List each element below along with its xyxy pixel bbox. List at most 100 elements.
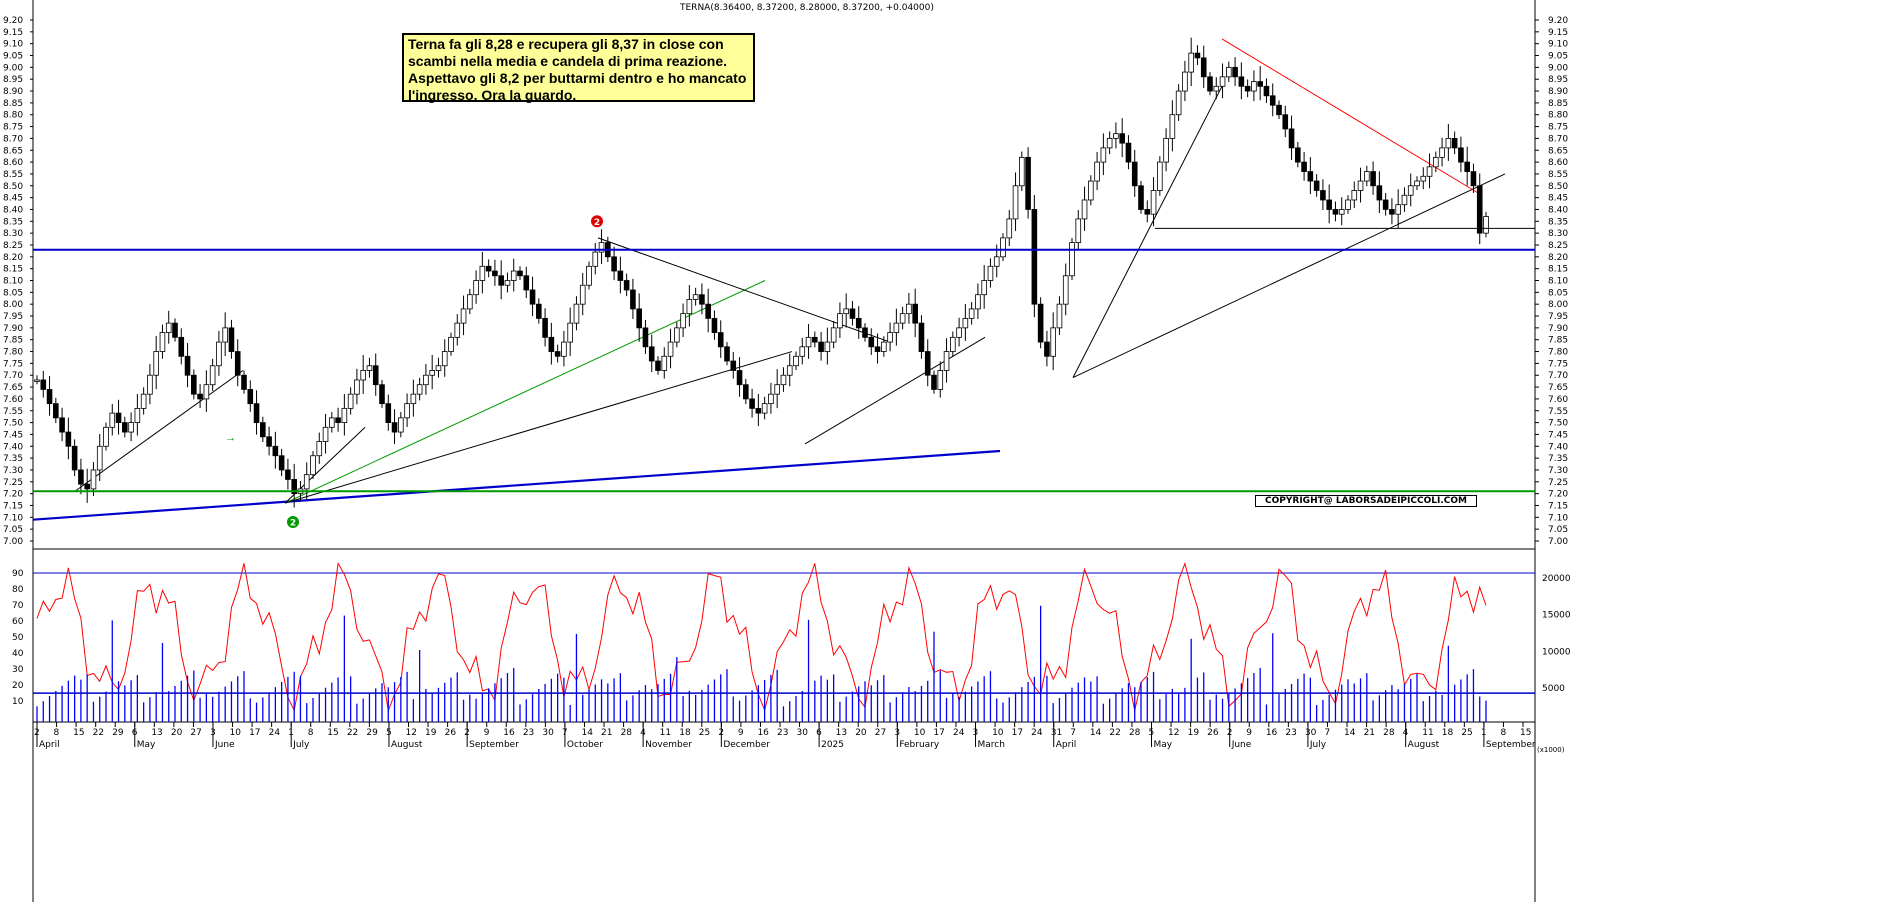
candle-body: [1025, 156, 1031, 210]
osc-tick-label: 10: [12, 697, 24, 707]
candle-body: [128, 422, 134, 433]
candle-body: [423, 374, 429, 386]
day-label: 29: [112, 728, 124, 738]
candle-body: [391, 422, 398, 433]
trendline: [74, 370, 244, 492]
day-label: 13: [151, 728, 162, 738]
day-label: 19: [425, 728, 437, 738]
candle-body: [830, 327, 837, 343]
candle-body: [504, 280, 511, 286]
month-label: July: [292, 740, 310, 750]
marker-circle: [287, 516, 299, 529]
candle-body: [724, 346, 730, 362]
candle-body: [617, 270, 624, 281]
candle-body: [260, 422, 266, 438]
day-label: 14: [1344, 728, 1356, 738]
candle-body: [1182, 71, 1188, 92]
volume-tick-label: 10000: [1542, 647, 1571, 657]
candle-body: [291, 479, 297, 495]
osc-tick-label: 70: [12, 601, 24, 611]
price-tick-marks: [30, 19, 1539, 542]
candle-body: [372, 365, 379, 386]
price-tick-label: 8.80: [1548, 111, 1568, 121]
candle-body: [573, 303, 580, 324]
trendline: [284, 351, 793, 504]
candle-body: [1420, 175, 1427, 182]
candle-body: [467, 294, 473, 310]
price-tick-label: 8.10: [1548, 277, 1568, 287]
price-tick-label: 7.50: [3, 419, 23, 429]
candle-body: [918, 322, 925, 352]
candle-body: [1069, 242, 1075, 277]
candle-body: [454, 322, 461, 338]
month-label: May: [137, 740, 156, 750]
price-tick-label: 7.00: [3, 537, 23, 547]
month-label: November: [645, 740, 692, 750]
price-tick-label: 8.45: [1548, 194, 1568, 204]
markers: 22: [287, 215, 603, 529]
day-label: 23: [777, 728, 788, 738]
candle-body: [1389, 209, 1395, 215]
day-label: 7: [1324, 728, 1330, 738]
day-label: 23: [1285, 728, 1296, 738]
candle-body: [993, 256, 1000, 267]
candle-body: [316, 441, 323, 457]
candle-body: [567, 322, 573, 343]
date-axis: 2815222961320273101724181522295121926291…: [34, 722, 1536, 750]
day-label: 25: [1461, 728, 1472, 738]
candle-body: [561, 341, 567, 357]
candle-body: [1301, 161, 1307, 172]
candle-body: [611, 256, 617, 272]
price-tick-label: 8.70: [3, 134, 23, 144]
candle-body: [1464, 161, 1470, 172]
candle-body: [1483, 216, 1489, 234]
day-label: 16: [1266, 728, 1278, 738]
day-label: 24: [953, 728, 965, 738]
candle-body: [159, 332, 166, 352]
volume-panel: 5000 10000 15000 20000: [33, 574, 1571, 722]
candle-body: [1207, 76, 1213, 92]
candle-body: [385, 403, 392, 423]
candle-body: [1056, 303, 1063, 329]
candle-body: [674, 327, 680, 343]
price-tick-label: 7.50: [1548, 419, 1568, 429]
price-tick-label: 8.50: [1548, 182, 1568, 192]
price-tick-label: 8.55: [3, 170, 23, 180]
price-tick-label: 7.80: [1548, 348, 1568, 358]
price-tick-label: 7.60: [3, 395, 23, 405]
trendline: [1221, 38, 1479, 194]
month-label: April: [39, 740, 60, 750]
month-label: June: [214, 740, 235, 750]
candle-body: [542, 317, 548, 338]
candle-body: [122, 422, 128, 433]
candle-body: [379, 384, 385, 405]
candle-body: [1232, 66, 1238, 78]
candle-body: [736, 370, 743, 386]
day-label: 8: [54, 728, 60, 738]
candle-body: [1395, 204, 1401, 215]
day-label: 12: [1168, 728, 1179, 738]
candle-body: [59, 417, 65, 433]
price-tick-label: 9.00: [3, 63, 23, 73]
candle-body: [1439, 147, 1445, 158]
candle-body: [1414, 180, 1420, 187]
candle-body: [579, 284, 586, 305]
price-tick-label: 7.90: [3, 324, 23, 334]
candle-body: [46, 389, 53, 405]
price-tick-label: 8.75: [1548, 123, 1568, 133]
day-label: 30: [1305, 728, 1317, 738]
candle-body: [278, 455, 285, 471]
candle-body: [931, 374, 937, 390]
candle-body: [692, 294, 699, 300]
candle-body: [987, 265, 994, 281]
candle-body: [209, 365, 216, 386]
candle-body: [147, 374, 153, 395]
price-tick-label: 8.15: [1548, 265, 1568, 275]
day-label: 17: [249, 728, 260, 738]
candle-body: [310, 455, 316, 476]
candle-body: [1351, 190, 1358, 201]
price-tick-label: 7.75: [3, 359, 23, 369]
candle-body: [492, 270, 498, 277]
candle-body: [730, 360, 737, 371]
candle-body: [648, 346, 655, 362]
